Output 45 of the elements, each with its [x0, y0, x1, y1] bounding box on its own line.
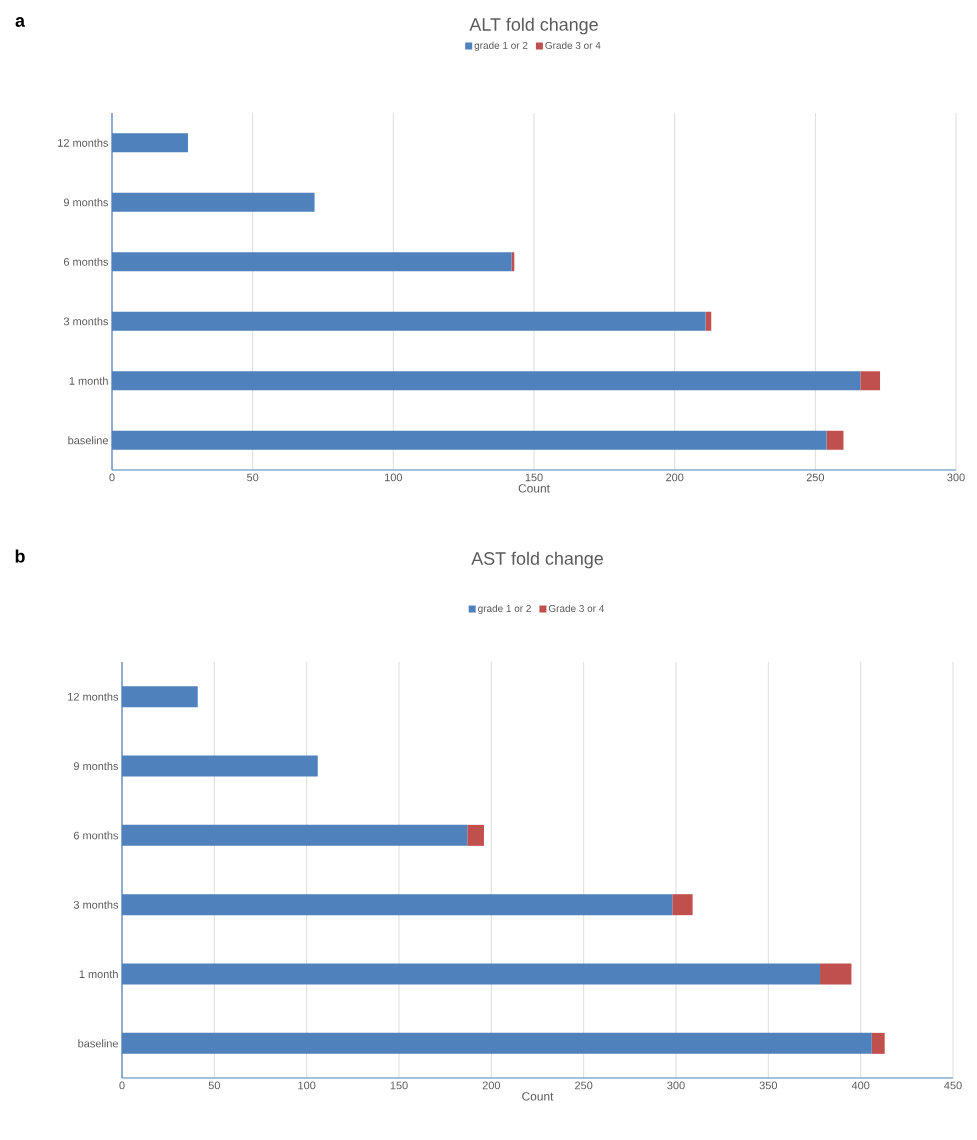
legend-label: grade 1 or 2 — [478, 604, 531, 614]
chart-title: AST fold change — [471, 551, 603, 569]
x-tick-label: 250 — [575, 1081, 593, 1090]
y-tick-label: 12 months — [58, 138, 109, 147]
y-tick-label: 3 months — [73, 900, 119, 909]
y-tick-label: 12 months — [68, 692, 119, 701]
y-tick-label: 1 month — [69, 376, 108, 385]
y-tick-label: 9 months — [73, 762, 119, 771]
legend-label: Grade 3 or 4 — [548, 604, 605, 612]
x-tick-label: 400 — [851, 1081, 870, 1090]
x-tick-label: 450 — [944, 1081, 962, 1090]
x-tick-label: 50 — [208, 1081, 220, 1090]
x-tick-label: 150 — [390, 1081, 408, 1090]
legend-label: Grade 3 or 4 — [545, 41, 601, 49]
x-tick-label: 300 — [947, 473, 965, 482]
y-tick-label: 3 months — [63, 317, 109, 326]
bar — [672, 894, 693, 916]
x-tick-label: 100 — [298, 1081, 316, 1090]
x-axis-title: Count — [522, 1092, 554, 1101]
y-tick-label: 1 month — [79, 970, 118, 979]
x-tick-label: 150 — [525, 473, 543, 482]
y-tick-label: 6 months — [73, 831, 119, 840]
y-tick-label: 9 months — [63, 198, 109, 207]
x-tick-label: 350 — [759, 1081, 778, 1090]
x-tick-label: 200 — [482, 1081, 501, 1090]
bar — [860, 371, 881, 391]
y-tick-label: 6 months — [63, 257, 109, 266]
x-axis-title: Count — [518, 484, 550, 493]
text: a — [15, 17, 26, 27]
x-tick-label: 50 — [247, 473, 259, 482]
x-tick-label: 0 — [119, 1081, 125, 1090]
chart-title: ALT fold change — [469, 17, 598, 35]
legend-label: grade 1 or 2 — [474, 41, 528, 51]
bar — [820, 963, 852, 985]
x-tick-label: 100 — [385, 473, 403, 482]
x-tick-label: 300 — [667, 1081, 685, 1090]
bar — [871, 1032, 885, 1054]
bar — [826, 430, 844, 450]
y-tick-label: baseline — [78, 1039, 118, 1048]
y-tick-label: baseline — [68, 436, 108, 445]
text: b — [15, 549, 25, 563]
x-tick-label: 200 — [666, 473, 684, 482]
x-tick-label: 250 — [806, 473, 825, 482]
x-tick-label: 0 — [109, 473, 115, 482]
bar — [467, 824, 484, 846]
